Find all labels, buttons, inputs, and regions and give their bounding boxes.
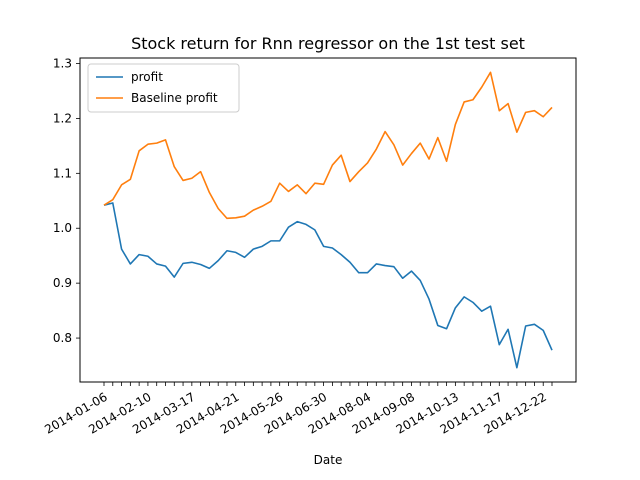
legend-box: [87, 63, 240, 113]
plot-frame: [79, 57, 577, 383]
series-layer: [103, 71, 553, 369]
chart-title: Stock return for Rnn regressor on the 1s…: [131, 34, 525, 53]
series-line-baseline-profit: [103, 71, 553, 220]
legend: profit Baseline profit: [87, 63, 240, 113]
y-tick-label: 1.1: [53, 166, 72, 180]
legend-entry-label: profit: [131, 70, 163, 84]
x-axis-label: Date: [314, 453, 343, 467]
y-tick-label: 0.9: [53, 276, 72, 290]
y-tick-label: 1.3: [53, 56, 72, 70]
y-axis: 0.8 0.9 1.0 1.1 1.2 1.3: [53, 56, 80, 345]
series-line-profit: [103, 202, 553, 369]
y-tick-label: 1.0: [53, 221, 72, 235]
y-tick-label: 1.2: [53, 111, 72, 125]
legend-entry-label: Baseline profit: [131, 91, 218, 105]
plot-area: [79, 57, 577, 383]
y-tick-label: 0.8: [53, 331, 72, 345]
